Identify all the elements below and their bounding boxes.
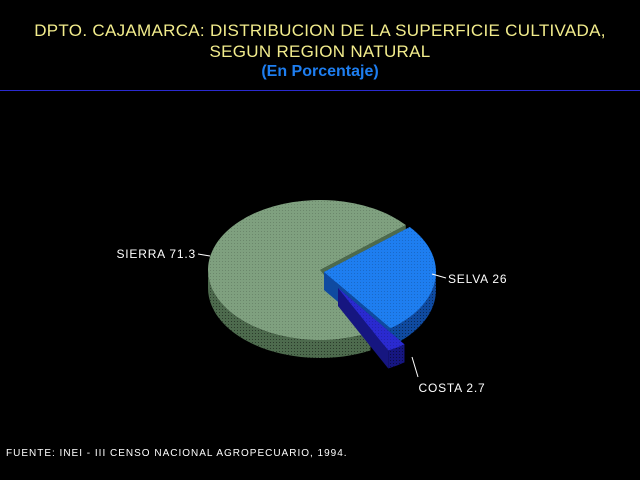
leader-line-costa	[411, 356, 419, 378]
pie-slice-rim-texture	[390, 272, 436, 347]
leader-line-selva	[431, 273, 447, 279]
slice-label-selva: SELVA 26	[448, 272, 507, 286]
pie-slice-rim-texture	[388, 344, 405, 369]
chart-subtitle: (En Porcentaje)	[261, 63, 379, 80]
title-divider	[0, 90, 640, 91]
pie-slice-top-texture	[324, 227, 436, 329]
chart-title-block: DPTO. CAJAMARCA: DISTRIBUCION DE LA SUPE…	[0, 20, 640, 82]
pie-slice-edge	[338, 288, 389, 369]
leader-line-sierra	[197, 253, 211, 257]
pie-slice-top-texture	[208, 199, 406, 340]
pie-labels-group: SIERRA 71.3 SELVA 26 COSTA 2.7	[116, 247, 507, 395]
source-note: FUENTE: INEI - III CENSO NACIONAL AGROPE…	[6, 448, 348, 459]
pie-slice-costa	[338, 288, 405, 369]
chart-title-line-2: SEGUN REGION NATURAL	[209, 42, 431, 61]
chart-title-line-1: DPTO. CAJAMARCA: DISTRIBUCION DE LA SUPE…	[34, 21, 606, 40]
pie-slice-rim-texture	[208, 270, 371, 358]
pie-slice-top-texture	[338, 288, 405, 351]
pie-slices-group	[208, 199, 436, 369]
slice-label-sierra: SIERRA 71.3	[116, 247, 196, 261]
slice-label-costa: COSTA 2.7	[418, 381, 485, 395]
